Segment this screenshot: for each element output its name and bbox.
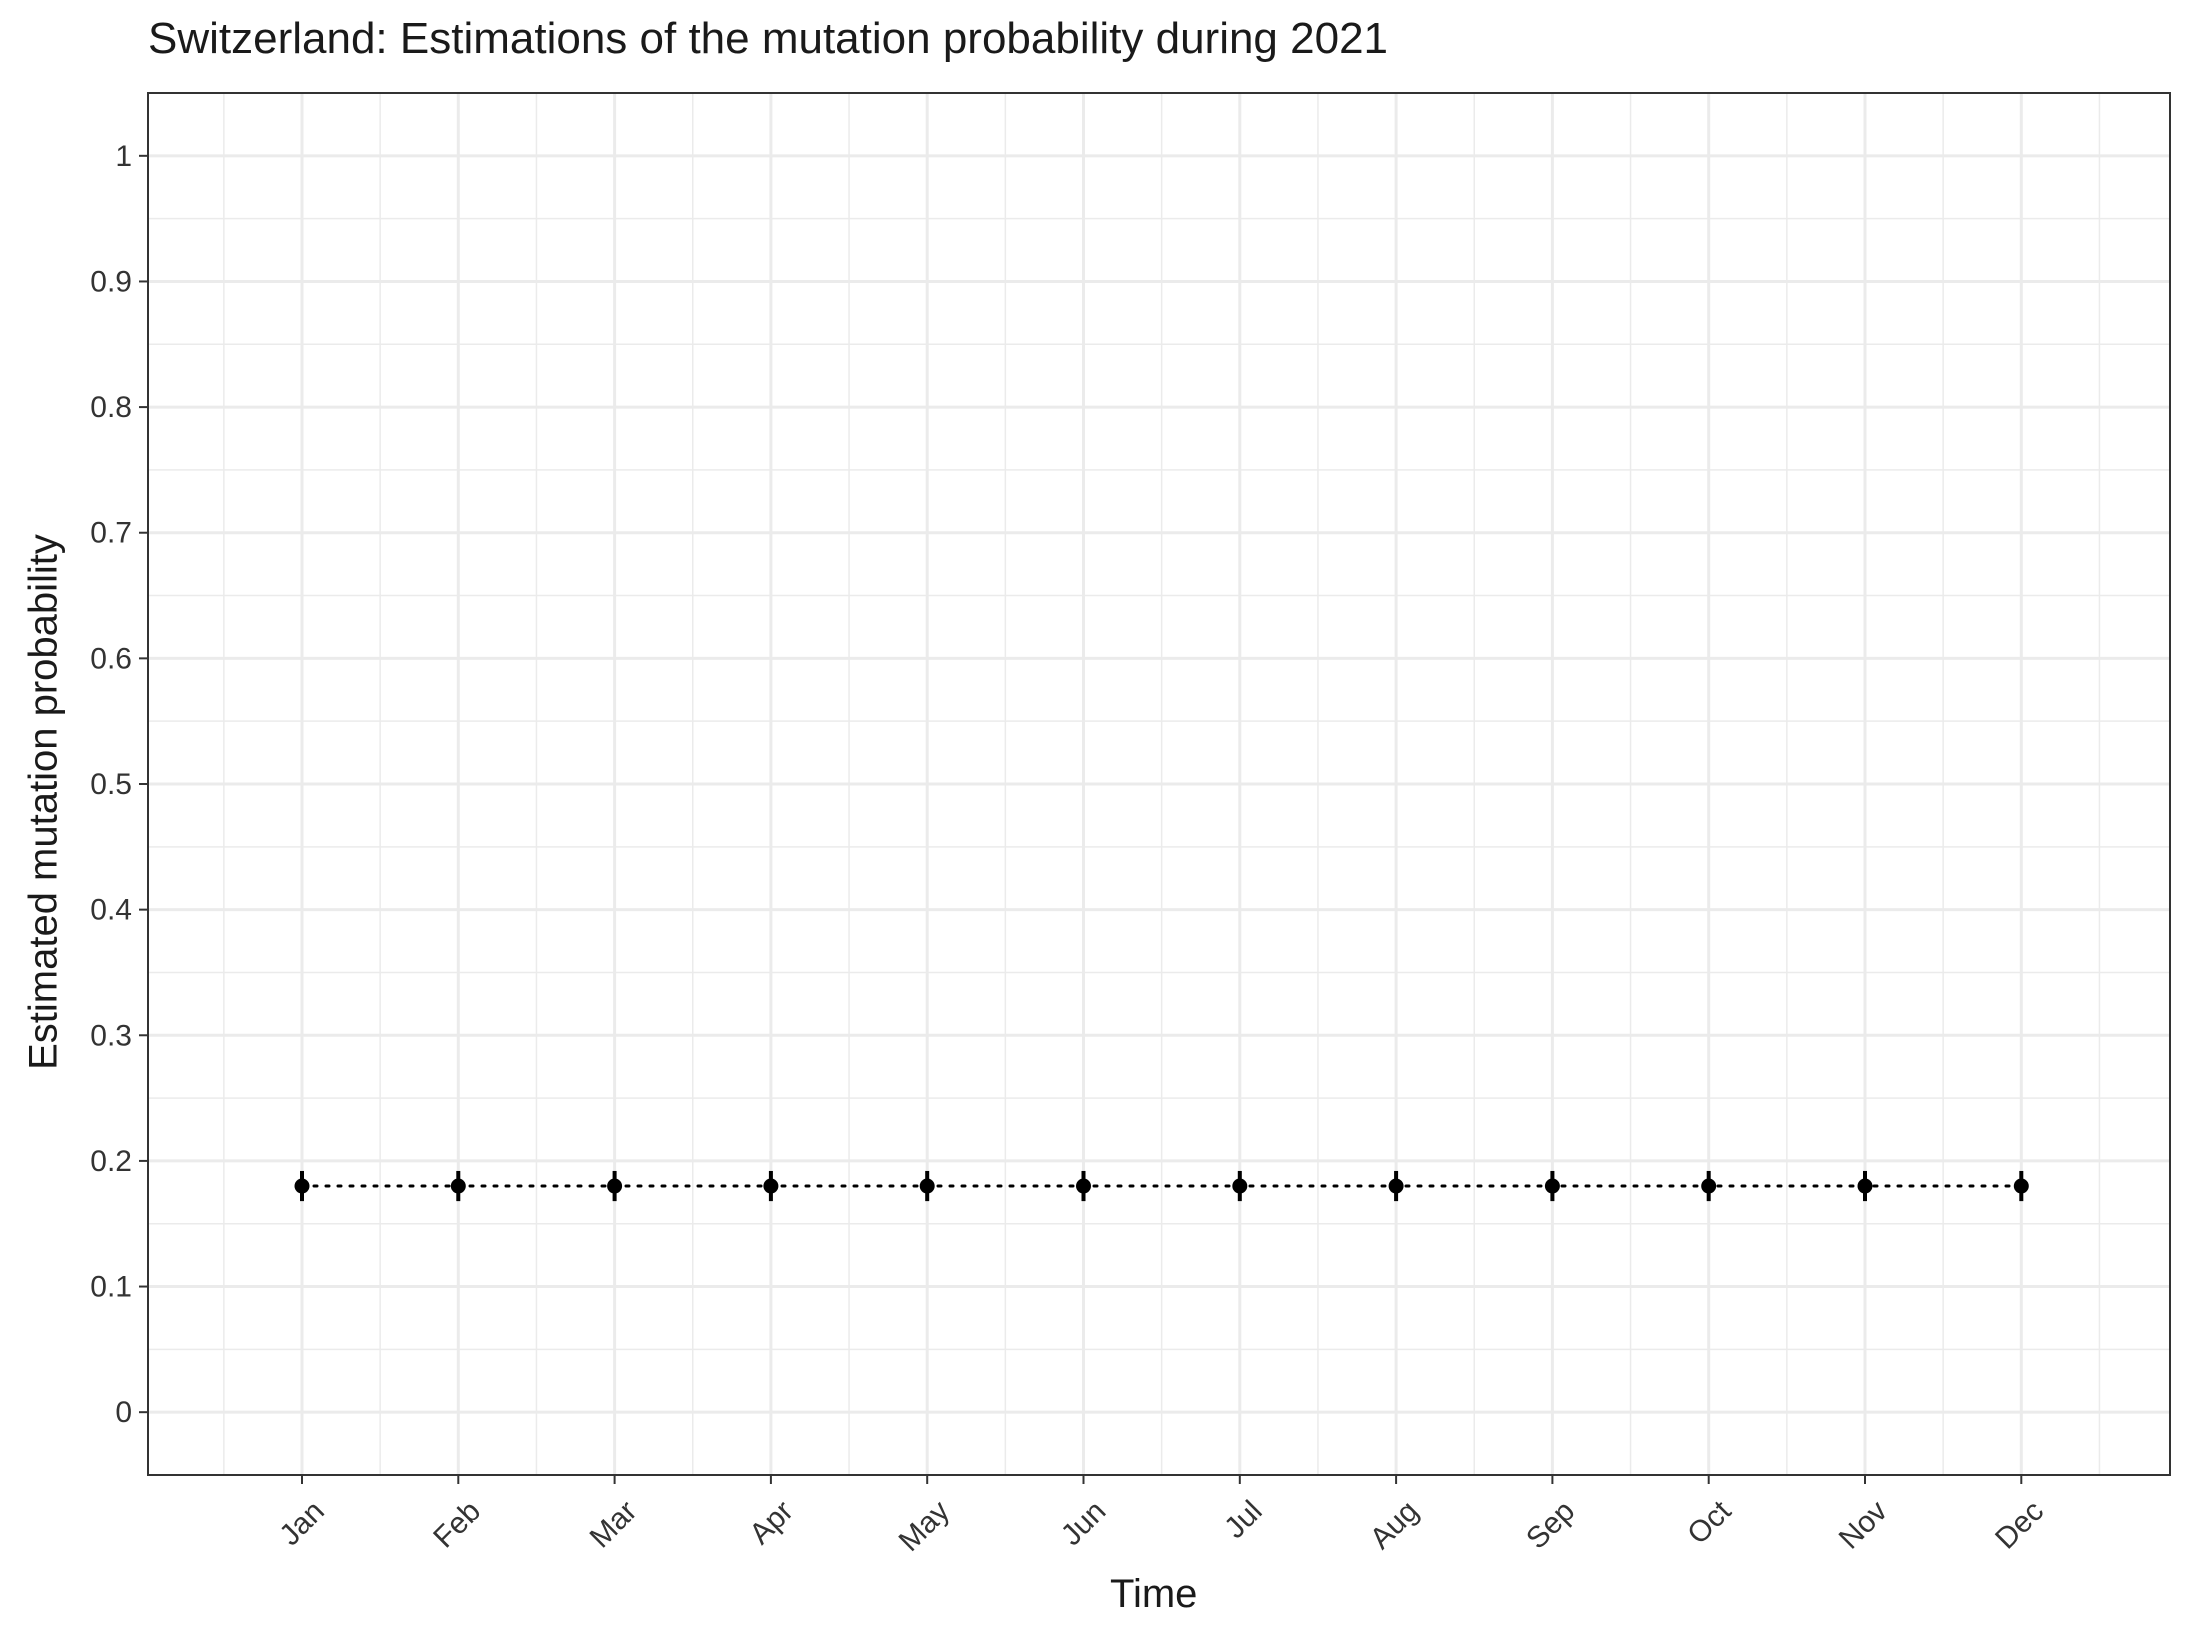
y-tick-label: 0.7 bbox=[90, 517, 132, 550]
y-tick-label: 0.1 bbox=[90, 1271, 132, 1304]
y-tick-label: 0.6 bbox=[90, 642, 132, 675]
data-point bbox=[1701, 1178, 1717, 1194]
data-point bbox=[1388, 1178, 1404, 1194]
y-tick-label: 0.8 bbox=[90, 391, 132, 424]
x-tick-label: Mar bbox=[584, 1495, 644, 1555]
x-tick-label: Dec bbox=[1989, 1495, 2050, 1556]
data-point bbox=[607, 1178, 623, 1194]
data-point bbox=[294, 1178, 310, 1194]
data-point bbox=[1857, 1178, 1873, 1194]
y-tick-label: 0 bbox=[115, 1396, 132, 1429]
y-tick-label: 0.9 bbox=[90, 265, 132, 298]
x-tick-label: Aug bbox=[1364, 1495, 1425, 1556]
axis-layer: 0 0.1 0.2 0.3 0.4 0.5 0.6 0.7 0.8 0.9 1 Jan Feb Mar Ap… bbox=[90, 140, 2050, 1558]
data-point bbox=[1232, 1178, 1248, 1194]
x-tick-label: Apr bbox=[743, 1495, 799, 1551]
y-tick-label: 0.3 bbox=[90, 1019, 132, 1052]
x-tick-label: Feb bbox=[427, 1495, 487, 1555]
plot-panel-border bbox=[147, 92, 2171, 1476]
grid-layer bbox=[148, 92, 2170, 1476]
y-tick-label: 0.5 bbox=[90, 768, 132, 801]
y-tick-label: 0.4 bbox=[90, 894, 132, 927]
data-point bbox=[763, 1178, 779, 1194]
x-tick-label: Jun bbox=[1055, 1495, 1113, 1553]
y-tick-label: 0.2 bbox=[90, 1145, 132, 1178]
data-point bbox=[450, 1178, 466, 1194]
x-tick-label: May bbox=[893, 1495, 956, 1558]
x-tick-label: Oct bbox=[1681, 1494, 1738, 1551]
x-tick-label: Jul bbox=[1218, 1495, 1268, 1545]
data-layer bbox=[294, 1170, 2029, 1202]
x-tick-label: Nov bbox=[1833, 1495, 1894, 1556]
x-tick-label: Jan bbox=[273, 1495, 331, 1553]
x-tick-label: Sep bbox=[1520, 1495, 1581, 1556]
data-point bbox=[2013, 1178, 2029, 1194]
data-point bbox=[1076, 1178, 1091, 1194]
data-point bbox=[919, 1178, 935, 1194]
x-axis-title: Time bbox=[1110, 1572, 1198, 1616]
y-axis-title: Estimated mutation probability bbox=[21, 534, 66, 1070]
chart-title: Switzerland: Estimations of the mutation… bbox=[148, 14, 1389, 63]
y-tick-label: 1 bbox=[115, 140, 132, 173]
data-point bbox=[1544, 1178, 1560, 1194]
